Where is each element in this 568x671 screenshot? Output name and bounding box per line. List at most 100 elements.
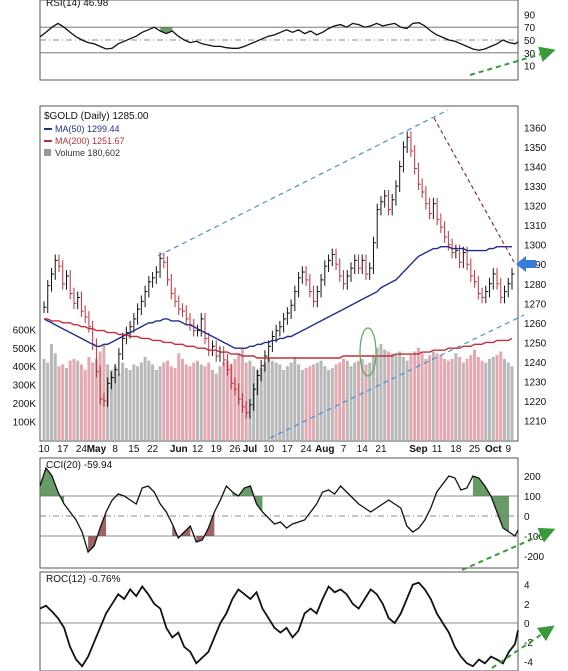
- volume-bar: [443, 358, 447, 440]
- volume-bar: [214, 373, 218, 440]
- volume-bar: [398, 351, 402, 440]
- x-tick-label: Jun: [170, 444, 188, 455]
- price-x-labels: 10 17 24 May 8 15 22 Jun 12 19 26 Jul 10 17 24 Aug 7 14 21…: [38, 444, 511, 455]
- volume-bar: [323, 366, 327, 440]
- rsi-title: RSI(14) 46.98: [46, 0, 109, 9]
- cci-title: CCI(20) -59.94: [46, 460, 113, 471]
- price-tick-label: 1220: [524, 397, 547, 408]
- upper-channel-line: [157, 109, 449, 257]
- volume-bar: [312, 364, 316, 440]
- roc-frame: [39, 571, 519, 671]
- indicator-fill: [232, 486, 263, 512]
- volume-bar: [94, 358, 98, 440]
- x-tick-label: 22: [147, 444, 159, 455]
- volume-bar: [454, 353, 458, 440]
- volume-bar: [356, 360, 360, 440]
- volume-bar: [61, 364, 65, 440]
- volume-bar: [428, 355, 432, 440]
- indicator-fill: [40, 468, 65, 504]
- volume-bar: [222, 362, 226, 440]
- y-tick-label: -100: [524, 532, 544, 543]
- x-tick-label: 12: [192, 444, 204, 455]
- volume-bar: [124, 368, 128, 440]
- volume-bar: [405, 360, 409, 440]
- volume-bar: [435, 353, 439, 440]
- volume-bar: [285, 366, 289, 440]
- volume-bar: [446, 360, 450, 440]
- price-tick-label: 1210: [524, 416, 547, 427]
- x-tick-label: Sep: [409, 444, 427, 455]
- x-tick-label: Oct: [485, 444, 502, 455]
- x-tick-label: 11: [432, 444, 443, 455]
- price-tick-label: 1330: [524, 182, 547, 193]
- volume-bar: [177, 353, 181, 440]
- ma200-line: [44, 318, 513, 359]
- x-tick-label: 18: [450, 444, 462, 455]
- volume-bar: [390, 353, 394, 440]
- price-y-ticks: 1210122012301240125012601270128012901300…: [524, 124, 547, 428]
- indicator-fill: [472, 476, 509, 532]
- x-tick-label: 17: [282, 444, 294, 455]
- green-ellipse: [359, 327, 377, 377]
- volume-bar: [173, 368, 177, 440]
- roc-line: [39, 581, 519, 668]
- volume-bar: [353, 362, 357, 440]
- volume-bar: [64, 368, 68, 440]
- rsi-guides: [40, 26, 518, 54]
- volume-tick-label: 500K: [13, 344, 37, 355]
- rsi-y-ticks: 10 30 50 70 90: [524, 10, 536, 72]
- price-title: $GOLD (Daily) 1285.00: [44, 111, 149, 122]
- x-tick-label: 15: [128, 444, 140, 455]
- volume-bar: [424, 358, 428, 440]
- volume-bar: [386, 351, 390, 440]
- volume-bar: [57, 366, 61, 440]
- y-tick-label: 30: [524, 49, 536, 60]
- volume-bar: [484, 362, 488, 440]
- cci-arrow-annotation: [461, 527, 556, 571]
- volume-bar: [439, 355, 443, 440]
- rsi-panel: 10 30 50 70 90 RSI(14) 46.98: [39, 0, 556, 81]
- volume-bar: [488, 358, 492, 440]
- volume-bar: [162, 362, 166, 440]
- price-tick-label: 1320: [524, 202, 547, 213]
- volume-bar: [128, 369, 132, 440]
- volume-bar: [420, 353, 424, 440]
- y-tick-label: -4: [524, 657, 533, 668]
- volume-bar: [181, 358, 185, 440]
- volume-bar: [184, 364, 188, 440]
- volume-bar: [83, 369, 87, 440]
- volume-bar: [469, 355, 473, 440]
- price-tick-label: 1250: [524, 338, 547, 349]
- cci-frame: [39, 457, 519, 569]
- volume-bar: [364, 364, 368, 440]
- volume-bar: [278, 364, 282, 440]
- price-tick-label: 1240: [524, 358, 547, 369]
- volume-bar: [154, 369, 158, 440]
- cci-line: [39, 466, 519, 554]
- blue-arrow: [516, 256, 536, 272]
- volume-bar: [383, 349, 387, 440]
- volume-bar: [282, 369, 286, 440]
- volume-bar: [188, 366, 192, 440]
- y-tick-label: 0: [524, 619, 530, 630]
- volume-bar: [147, 360, 151, 440]
- x-tick-label: 10: [38, 444, 50, 455]
- price-tick-label: 1260: [524, 319, 547, 330]
- volume-bar: [465, 358, 469, 440]
- volume-bar: [207, 362, 211, 440]
- y-tick-label: 90: [524, 10, 536, 21]
- y-tick-label: 200: [524, 472, 541, 483]
- volume-bar: [409, 355, 413, 440]
- x-tick-label: May: [87, 444, 107, 455]
- price-tick-label: 1350: [524, 143, 547, 154]
- volume-bar: [461, 362, 465, 440]
- x-tick-label: 21: [375, 444, 387, 455]
- volume-bar: [87, 357, 91, 440]
- y-tick-label: 100: [524, 492, 541, 503]
- volume-bar: [491, 357, 495, 440]
- volume-bar: [225, 360, 229, 440]
- price-tick-label: 1310: [524, 221, 547, 232]
- x-tick-label: 8: [112, 444, 118, 455]
- y-tick-label: 10: [524, 62, 536, 73]
- volume-bar: [293, 357, 297, 440]
